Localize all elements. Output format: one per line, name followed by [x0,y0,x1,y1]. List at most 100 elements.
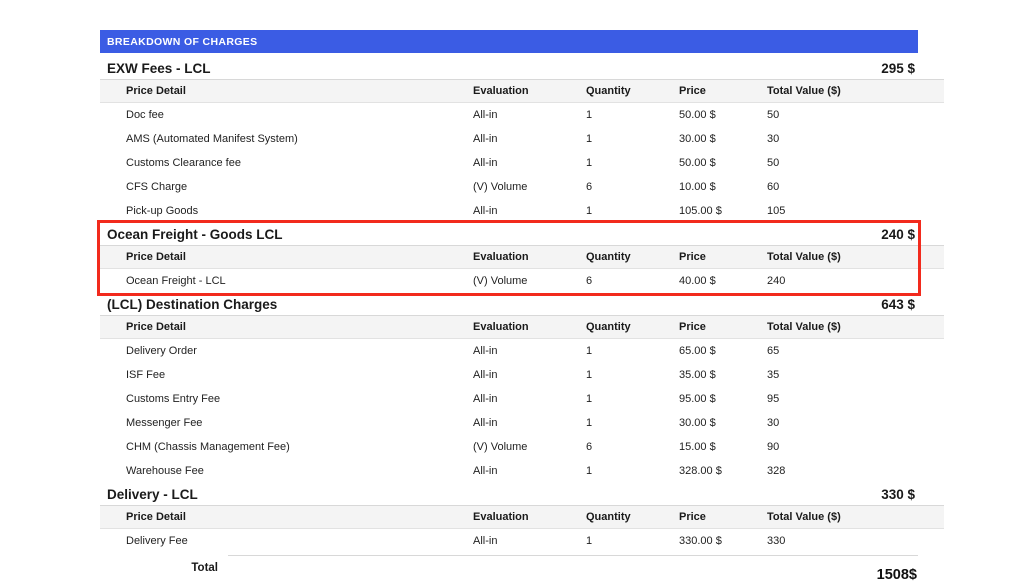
cell-evaluation: All-in [473,411,586,435]
section-total-amount: 295 $ [881,60,915,76]
cell-evaluation: All-in [473,127,586,151]
column-header-quantity: Quantity [586,511,631,523]
charges-table: Price Detail Evaluation Quantity Price Total… [100,79,944,223]
section-header: Ocean Freight - Goods LCL 240 $ [100,223,918,245]
cell-price: 50.00 $ [679,102,767,127]
cell-quantity: 1 [586,387,679,411]
cell-total-value: 105 [767,199,944,223]
cell-price-detail: CHM (Chassis Management Fee) [100,435,473,459]
cell-total-value: 60 [767,175,944,199]
column-header-evaluation: Evaluation [473,85,529,97]
cell-price: 10.00 $ [679,175,767,199]
charges-table: Price Detail Evaluation Quantity Price Total… [100,505,944,553]
section-total-amount: 240 $ [881,226,915,242]
cell-evaluation: All-in [473,363,586,387]
table-row: Customs Entry Fee All-in 1 95.00 $95 [100,387,944,411]
column-header-evaluation: Evaluation [473,511,529,523]
section-header: EXW Fees - LCL 295 $ [100,57,918,79]
table-row: Doc fee All-in 1 50.00 $50 [100,102,944,127]
section-title: Ocean Freight - Goods LCL [107,226,283,242]
cell-evaluation: All-in [473,528,586,553]
charges-breakdown-document: BREAKDOWN OF CHARGES EXW Fees - LCL 295 $… [97,0,944,583]
column-header-price: Price [679,511,706,523]
cell-total-value: 240 [767,268,944,293]
cell-price-detail: Customs Entry Fee [100,387,473,411]
cell-price-detail: AMS (Automated Manifest System) [100,127,473,151]
cell-price: 30.00 $ [679,127,767,151]
cell-quantity: 1 [586,459,679,483]
cell-evaluation: (V) Volume [473,268,586,293]
column-header-total-value: Total Value ($) [767,251,841,263]
cell-quantity: 1 [586,151,679,175]
charge-section: Delivery - LCL 330 $ Price Detail Evaluatio… [100,483,944,553]
cell-price: 65.00 $ [679,338,767,363]
table-row: CHM (Chassis Management Fee) (V) Volume 6 1… [100,435,944,459]
cell-price: 328.00 $ [679,459,767,483]
column-header-price-detail: Price Detail [126,321,186,333]
charge-section: Ocean Freight - Goods LCL 240 $ Price Deta… [97,220,944,296]
cell-total-value: 30 [767,411,944,435]
table-row: AMS (Automated Manifest System) All-in 1 30… [100,127,944,151]
table-header-row: Price Detail Evaluation Quantity Price Total… [100,505,944,529]
cell-evaluation: All-in [473,459,586,483]
table-row: Delivery Fee All-in 1 330.00 $330 [100,528,944,553]
cell-price-detail: Messenger Fee [100,411,473,435]
cell-price-detail: Delivery Fee [100,528,473,553]
section-header: (LCL) Destination Charges 643 $ [100,293,918,315]
table-row: Ocean Freight - LCL (V) Volume 6 40.00 $240 [100,268,944,293]
cell-price-detail: Delivery Order [100,338,473,363]
cell-total-value: 90 [767,435,944,459]
cell-quantity: 1 [586,127,679,151]
cell-total-value: 328 [767,459,944,483]
table-header-row: Price Detail Evaluation Quantity Price Total… [100,315,944,339]
column-header-total-value: Total Value ($) [767,321,841,333]
cell-quantity: 6 [586,175,679,199]
charges-table: Price Detail Evaluation Quantity Price Total… [100,315,944,483]
table-row: Customs Clearance fee All-in 1 50.00 $50 [100,151,944,175]
cell-price-detail: Ocean Freight - LCL [100,268,473,293]
cell-quantity: 1 [586,411,679,435]
column-header-price: Price [679,251,706,263]
cell-evaluation: All-in [473,387,586,411]
table-row: Warehouse Fee All-in 1 328.00 $328 [100,459,944,483]
column-header-quantity: Quantity [586,251,631,263]
table-row: Delivery Order All-in 1 65.00 $65 [100,338,944,363]
cell-total-value: 65 [767,338,944,363]
column-header-evaluation: Evaluation [473,251,529,263]
grand-total-divider [228,555,918,556]
cell-quantity: 6 [586,268,679,293]
cell-quantity: 1 [586,338,679,363]
cell-price-detail: ISF Fee [100,363,473,387]
table-row: Messenger Fee All-in 1 30.00 $30 [100,411,944,435]
cell-price: 30.00 $ [679,411,767,435]
cell-total-value: 50 [767,151,944,175]
cell-evaluation: All-in [473,102,586,127]
column-header-price: Price [679,321,706,333]
cell-price: 95.00 $ [679,387,767,411]
cell-price: 15.00 $ [679,435,767,459]
cell-quantity: 1 [586,528,679,553]
table-header-row: Price Detail Evaluation Quantity Price Total… [100,79,944,103]
column-header-price-detail: Price Detail [126,251,186,263]
section-total-amount: 643 $ [881,296,915,312]
charges-table: Price Detail Evaluation Quantity Price Total… [100,245,944,293]
column-header-quantity: Quantity [586,321,631,333]
grand-total-value: 1508$ [876,567,917,583]
grand-total-row: Total 1508$ [100,553,918,587]
section-title: (LCL) Destination Charges [107,296,278,312]
breakdown-banner-title: BREAKDOWN OF CHARGES [107,35,258,48]
cell-price: 40.00 $ [679,268,767,293]
table-header-row: Price Detail Evaluation Quantity Price Total… [100,245,944,269]
column-header-quantity: Quantity [586,85,631,97]
cell-evaluation: All-in [473,151,586,175]
cell-quantity: 1 [586,363,679,387]
cell-total-value: 50 [767,102,944,127]
cell-price-detail: CFS Charge [100,175,473,199]
cell-price-detail: Pick-up Goods [100,199,473,223]
section-total-amount: 330 $ [881,486,915,502]
charge-section: (LCL) Destination Charges 643 $ Price Deta… [100,293,944,483]
cell-total-value: 35 [767,363,944,387]
breakdown-banner: BREAKDOWN OF CHARGES [100,30,918,53]
cell-price: 35.00 $ [679,363,767,387]
column-header-price: Price [679,85,706,97]
